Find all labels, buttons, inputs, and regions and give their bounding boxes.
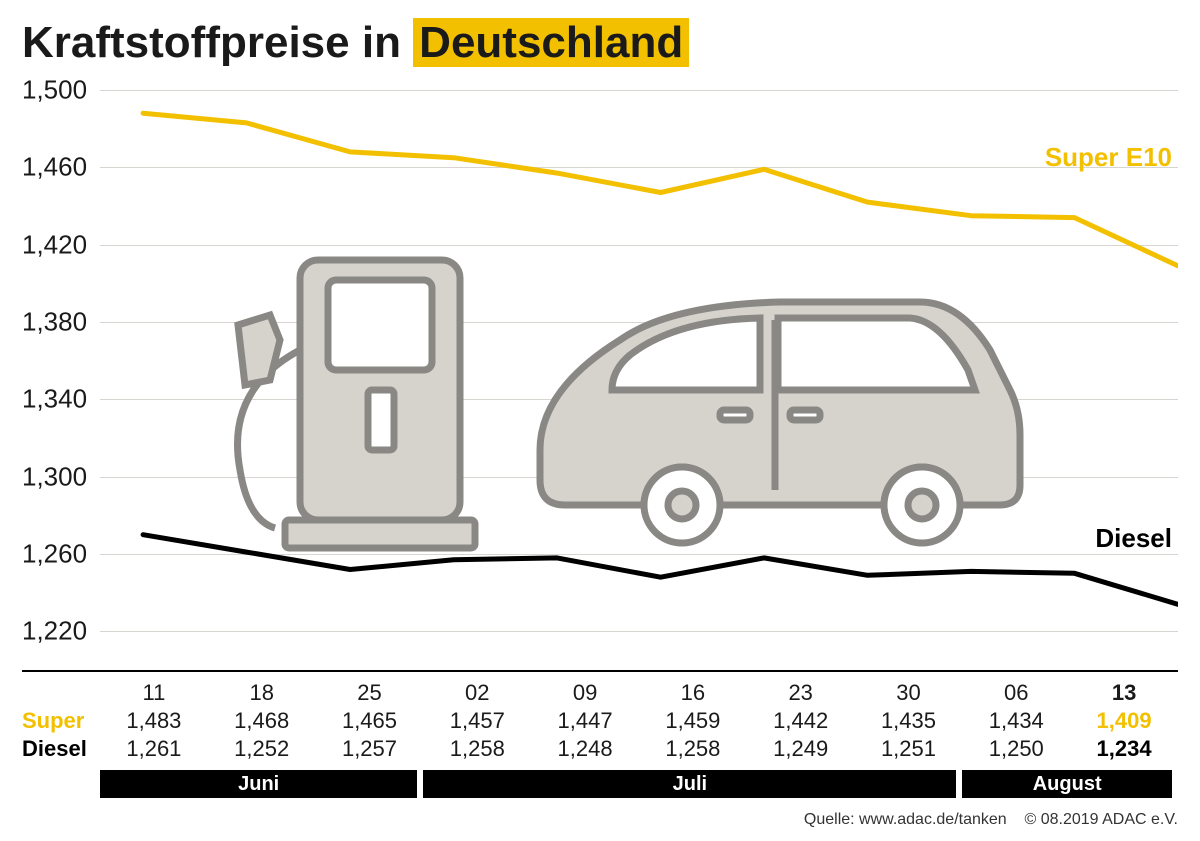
month-bar: JuniJuliAugust [22,770,1178,798]
row-label: Diesel [22,736,100,762]
footer-copyright: © 08.2019 ADAC e.V. [1024,811,1178,828]
value-cell: 1,457 [423,708,531,734]
value-cell: 1,248 [531,736,639,762]
title-prefix: Kraftstoffpreise in [22,18,413,67]
title-highlight: Deutschland [413,18,689,67]
data-table: 11182502091623300613 Super1,4831,4681,46… [22,680,1178,764]
table-dates-row: 11182502091623300613 [22,680,1178,708]
value-cell: 1,258 [423,736,531,762]
value-cell: 1,257 [316,736,424,762]
footer: Quelle: www.adac.de/tanken © 08.2019 ADA… [804,811,1178,829]
value-cell: 1,261 [100,736,208,762]
value-cell: 1,409 [1070,708,1178,734]
plot-area: Super E10 Diesel [100,90,1178,670]
value-cell: 1,251 [855,736,963,762]
series-line-super-e10 [143,113,1178,266]
y-tick-label: 1,340 [22,384,87,415]
chart-area: 1,2201,2601,3001,3401,3801,4201,4601,500 [22,90,1178,670]
date-cell: 18 [208,680,316,706]
y-tick-label: 1,220 [22,616,87,647]
value-cell: 1,258 [639,736,747,762]
x-axis-line [22,670,1178,672]
table-row: Super1,4831,4681,4651,4571,4471,4591,442… [22,708,1178,736]
date-cell: 06 [962,680,1070,706]
series-label-diesel: Diesel [1095,523,1172,554]
value-cell: 1,465 [316,708,424,734]
value-cell: 1,459 [639,708,747,734]
date-cell: 30 [855,680,963,706]
date-cell: 09 [531,680,639,706]
y-tick-label: 1,260 [22,539,87,570]
page-title: Kraftstoffpreise in Deutschland [22,18,689,68]
table-row: Diesel1,2611,2521,2571,2581,2481,2581,24… [22,736,1178,764]
date-cell: 13 [1070,680,1178,706]
value-cell: 1,442 [747,708,855,734]
month-segment: August [962,770,1172,798]
month-segment: Juni [100,770,417,798]
chart-lines [100,90,1178,670]
value-cell: 1,250 [962,736,1070,762]
value-cell: 1,435 [855,708,963,734]
value-cell: 1,234 [1070,736,1178,762]
row-label: Super [22,708,100,734]
date-cell: 25 [316,680,424,706]
series-line-diesel [143,535,1178,605]
y-tick-label: 1,300 [22,461,87,492]
date-cell: 16 [639,680,747,706]
y-tick-label: 1,460 [22,152,87,183]
date-cell: 11 [100,680,208,706]
y-tick-label: 1,420 [22,229,87,260]
month-segment: Juli [423,770,956,798]
footer-source: Quelle: www.adac.de/tanken [804,811,1007,828]
date-cell: 02 [423,680,531,706]
value-cell: 1,483 [100,708,208,734]
value-cell: 1,252 [208,736,316,762]
value-cell: 1,468 [208,708,316,734]
date-cell: 23 [747,680,855,706]
y-tick-label: 1,500 [22,75,87,106]
y-tick-label: 1,380 [22,307,87,338]
value-cell: 1,434 [962,708,1070,734]
value-cell: 1,249 [747,736,855,762]
series-label-super-e10: Super E10 [1045,142,1172,173]
value-cell: 1,447 [531,708,639,734]
